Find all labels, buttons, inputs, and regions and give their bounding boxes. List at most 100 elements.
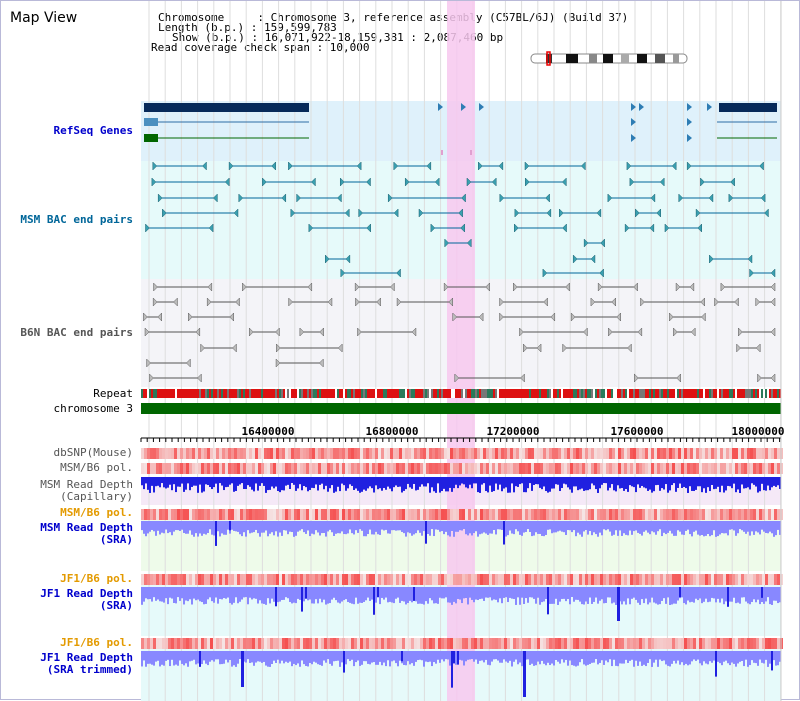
jf1-sra-depth-spike	[679, 587, 681, 598]
msm-cap-depth-bar	[277, 477, 279, 491]
msm-sra-depth-bar	[211, 521, 213, 535]
msm-sra-depth-bar	[445, 521, 447, 532]
jf1-trim-depth-bar	[415, 651, 417, 662]
repeat-element	[587, 389, 589, 398]
msm-bac-end	[311, 177, 316, 187]
msm-b6-pol-cell	[483, 463, 486, 474]
msm-b6-pol-cell	[306, 509, 309, 520]
jf1-b6-pol-cell	[540, 574, 543, 585]
repeat-element	[655, 389, 657, 398]
msm-cap-depth-bar	[371, 477, 373, 489]
jf1-sra-depth-bar	[339, 587, 341, 604]
dbsnp-cell	[753, 448, 756, 459]
msm-sra-depth-bar	[501, 521, 503, 530]
jf1-b6-pol-cell	[762, 638, 765, 649]
jf1-trim-depth-bar	[591, 651, 593, 663]
msm-b6-pol-cell	[225, 509, 228, 520]
msm-sra-depth-bar	[673, 521, 675, 536]
msm-cap-depth-bar	[623, 477, 625, 491]
msm-sra-depth-bar	[745, 521, 747, 534]
b6n-bac-end	[689, 282, 695, 292]
msm-b6-pol-cell	[300, 463, 303, 474]
msm-b6-pol-cell	[576, 509, 579, 520]
jf1-sra-depth-bar	[457, 587, 459, 599]
msm-b6-pol-cell	[291, 509, 294, 520]
msm-b6-pol-cell	[207, 509, 210, 520]
b6n-bac-end	[390, 282, 395, 292]
jf1-trim-depth-bar	[683, 651, 685, 666]
msm-bac-end	[626, 161, 632, 171]
msm-sra-depth-bar	[429, 521, 431, 536]
jf1-sra-depth-bar	[419, 587, 421, 604]
dbsnp-cell	[624, 448, 627, 459]
jf1-sra-depth-bar	[587, 587, 589, 604]
track-label-refseq[interactable]: RefSeq Genes	[53, 124, 133, 137]
jf1-b6-pol-cell	[759, 574, 762, 585]
jf1-b6-pol-cell	[657, 638, 660, 649]
msm-cap-depth-bar	[175, 477, 177, 493]
jf1-sra-depth-bar	[743, 587, 745, 598]
msm-cap-depth-bar	[523, 477, 525, 493]
repeat-element	[521, 389, 523, 398]
b6n-bac-end	[235, 297, 240, 307]
msm-sra-depth-bar	[225, 521, 227, 535]
jf1-b6-pol-cell	[258, 638, 261, 649]
msm-sra-depth-bar	[759, 521, 761, 535]
msm-b6-pol-cell	[447, 509, 450, 520]
jf1-sra-depth-bar	[589, 587, 591, 598]
msm-cap-depth-bar	[171, 477, 173, 491]
msm-sra-depth-bar	[475, 521, 477, 532]
jf1-sra-depth-bar	[387, 587, 389, 603]
jf1-sra-depth-bar	[593, 587, 595, 602]
msm-sra-depth-bar	[277, 521, 279, 537]
jf1-trim-depth-bar	[705, 651, 707, 664]
msm-b6-pol-cell	[408, 463, 411, 474]
jf1-sra-depth-bar	[611, 587, 613, 604]
jf1-b6-pol-cell	[624, 638, 627, 649]
msm-cap-depth-bar	[511, 477, 513, 484]
msm-sra-depth-bar	[315, 521, 317, 531]
track-label-msm-bac[interactable]: MSM BAC end pairs	[20, 213, 133, 226]
msm-cap-depth-bar	[449, 477, 451, 488]
repeat-element	[731, 389, 733, 398]
track-label-b6n-bac[interactable]: B6N BAC end pairs	[20, 326, 133, 339]
msm-b6-pol-cell	[348, 509, 351, 520]
repeat-element	[333, 389, 335, 398]
jf1-sra-depth-bar	[439, 587, 441, 598]
jf1-trim-depth-bar	[443, 651, 445, 662]
msm-cap-depth-bar	[263, 477, 265, 486]
msm-cap-depth-bar	[681, 477, 683, 488]
msm-sra-depth-bar	[303, 521, 305, 533]
msm-sra-depth-bar	[213, 521, 215, 536]
repeat-element	[237, 389, 239, 398]
msm-b6-pol-cell	[363, 463, 366, 474]
msm-cap-depth-bar	[653, 477, 655, 492]
msm-b6-pol-cell	[351, 509, 354, 520]
jf1-trim-depth-bar	[539, 651, 541, 665]
b6n-bac-end	[770, 282, 776, 292]
b6n-bac-end	[720, 282, 726, 292]
msm-cap-depth-bar	[731, 477, 733, 489]
msm-b6-pol-cell	[444, 463, 447, 474]
msm-b6-pol-cell	[366, 463, 369, 474]
jf1-sra-depth-bar	[451, 587, 453, 605]
msm-sra-depth-bar	[249, 521, 251, 534]
b6n-bac-end	[673, 327, 678, 337]
repeat-element	[243, 389, 245, 398]
jf1-b6-pol-cell	[381, 638, 384, 649]
jf1-sra-depth-bar	[491, 587, 493, 601]
jf1-sra-depth-bar	[561, 587, 563, 599]
msm-sra-depth-bar	[245, 521, 247, 537]
repeat-element	[247, 389, 249, 398]
msm-cap-depth-bar	[167, 477, 169, 488]
msm-sra-depth-bar	[749, 521, 751, 536]
jf1-b6-pol-cell	[285, 574, 288, 585]
dbsnp-cell	[651, 448, 654, 459]
msm-cap-depth-bar	[279, 477, 281, 493]
jf1-sra-depth-bar	[369, 587, 371, 601]
dbsnp-cell	[174, 448, 177, 459]
msm-b6-pol-cell	[453, 509, 456, 520]
track-label-dbsnp: dbSNP(Mouse)	[53, 446, 133, 459]
msm-sra-depth-bar	[413, 521, 415, 535]
